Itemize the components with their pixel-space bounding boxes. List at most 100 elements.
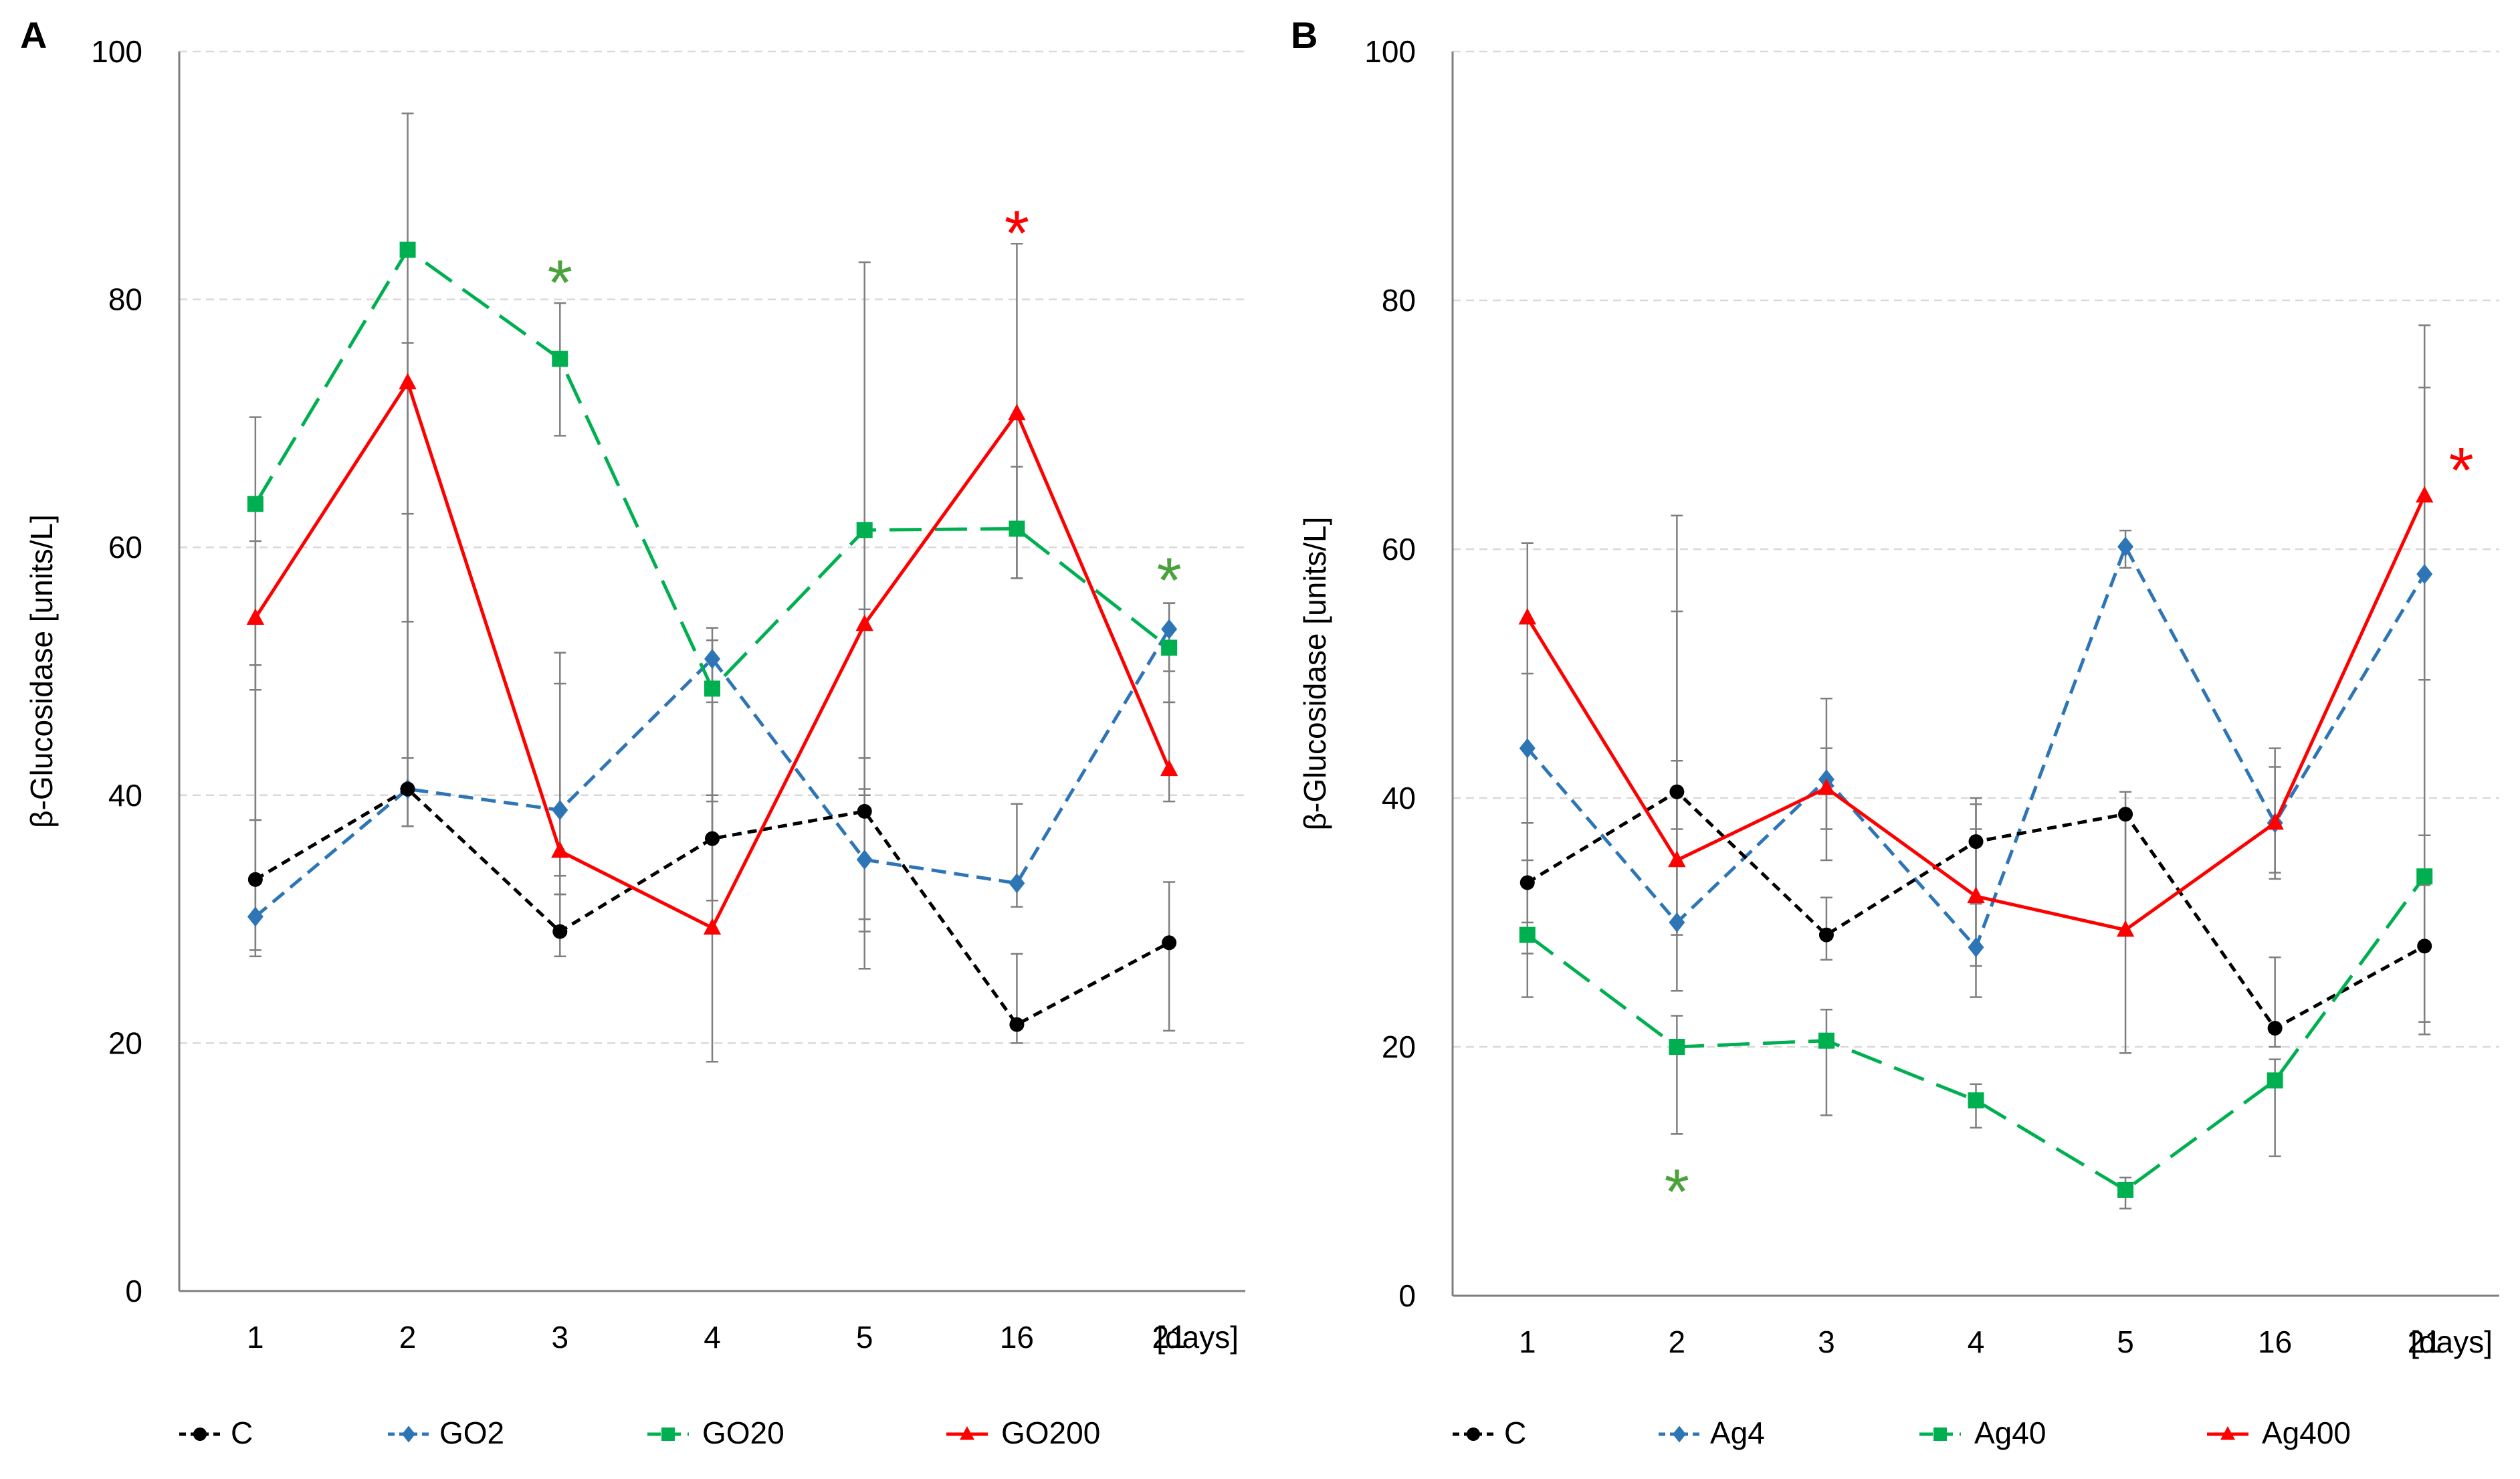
data-point-ag40 [1669,1039,1685,1055]
significance-asterisk: * [1156,545,1181,616]
data-point-go2 [1009,873,1025,894]
x-tick-label: 1 [247,1320,264,1355]
legend-label-ag40: Ag40 [1974,1415,2046,1450]
data-point-go200 [855,614,873,631]
x-tick-label: 4 [1968,1324,1985,1359]
data-point-ag40 [2117,1181,2134,1198]
data-point-ag400 [1817,778,1836,795]
data-point-ag400 [2266,813,2284,830]
data-point-ag4 [1519,738,1536,759]
data-point-go200 [703,918,722,935]
data-point-ag400 [1967,886,1985,904]
x-tick-label: 4 [704,1320,721,1355]
y-tick-label: 0 [1398,1278,1416,1313]
data-point-go20 [399,241,416,258]
x-tick-label: 2 [1669,1324,1686,1359]
data-point-ag40 [1818,1032,1834,1049]
significance-asterisk: * [548,248,572,319]
data-point-ag40 [2416,868,2433,885]
data-point-c [705,831,720,846]
panel-label: B [1291,14,1318,56]
data-point-c [1818,927,1834,943]
x-tick-label: 16 [1000,1320,1034,1355]
data-point-go20 [247,496,264,512]
data-point-c [1162,935,1177,951]
x-tick-label: 2 [399,1320,417,1355]
data-point-go20 [1161,639,1178,656]
legend-marker-c [193,1427,207,1441]
data-point-c [1519,875,1535,890]
x-tick-label: 5 [856,1320,873,1355]
y-tick-label: 20 [108,1025,142,1060]
data-point-c [1669,784,1685,799]
x-tick-label: 3 [1818,1324,1835,1359]
legend-marker-go200 [960,1426,974,1440]
legend-marker-ag40 [1933,1427,1947,1441]
y-tick-label: 100 [91,34,142,69]
legend-label-ag400: Ag400 [2262,1415,2351,1450]
data-point-go2 [856,850,873,870]
data-point-go20 [1009,520,1025,537]
data-point-ag40 [1519,926,1536,943]
data-point-go2 [552,800,568,821]
y-tick-label: 80 [108,282,142,317]
y-axis-label: β-Glucosidase [units/L] [1297,517,1332,831]
data-point-c [1968,834,1984,850]
x-tick-label: 5 [2117,1324,2134,1359]
data-point-go200 [246,608,265,625]
data-point-c [2267,1021,2283,1036]
data-point-go20 [704,680,720,697]
data-point-c [400,781,415,797]
y-tick-label: 60 [108,530,142,565]
x-unit-label: [days] [1156,1320,1239,1355]
y-tick-label: 40 [1382,781,1416,815]
data-point-ag4 [2117,536,2134,557]
panel-label: A [20,14,47,56]
x-unit-label: [days] [2410,1324,2493,1359]
data-point-ag400 [1518,607,1536,625]
legend-marker-c [1467,1427,1480,1441]
data-point-ag40 [2267,1072,2283,1089]
data-point-c [247,872,263,887]
y-tick-label: 80 [1382,283,1416,318]
y-axis-label: β-Glucosidase [units/L] [24,514,59,828]
y-tick-label: 20 [1382,1029,1416,1064]
data-point-go200 [1008,403,1026,421]
x-tick-label: 1 [1519,1324,1536,1359]
data-point-c [2417,939,2432,954]
data-point-ag400 [1668,850,1686,868]
data-point-ag4 [1669,912,1685,932]
legend-label-c: C [231,1415,253,1450]
x-tick-label: 16 [2258,1324,2292,1359]
legend-label-ag4: Ag4 [1710,1415,1765,1450]
data-point-go2 [247,906,264,927]
data-point-c [552,924,568,939]
x-tick-label: 3 [551,1320,568,1355]
significance-asterisk: * [2449,435,2474,506]
data-point-ag4 [1968,937,1984,958]
data-point-go200 [551,841,569,858]
y-tick-label: 0 [125,1274,142,1308]
legend-label-c: C [1504,1415,1526,1450]
data-point-c [2118,807,2133,822]
data-point-go200 [399,373,417,389]
data-point-ag4 [2416,564,2433,585]
panel-b: 0 20 40 60 80 100 1 2 3 4 5 16 21[days] β-Glucosidase… [1291,14,2499,1450]
significance-asterisk: * [1005,197,1029,269]
legend-label-go20: GO20 [702,1415,784,1450]
data-point-go2 [1161,619,1178,639]
legend-marker-go2 [402,1425,415,1443]
y-tick-label: 60 [1382,532,1416,567]
data-point-go20 [552,351,568,367]
x-tick-label: 21 [1152,1320,1186,1355]
data-point-ag40 [1968,1092,1984,1108]
panel-a: 0 20 40 60 80 100 1 2 3 4 5 16 21[days] β-Glucosidase… [20,14,1245,1450]
data-point-c [1009,1017,1025,1032]
x-tick-label: 21 [2408,1324,2442,1359]
y-tick-label: 100 [1364,34,1416,69]
data-point-go2 [704,648,720,669]
data-point-go20 [856,522,873,538]
legend-label-go2: GO2 [439,1415,504,1450]
